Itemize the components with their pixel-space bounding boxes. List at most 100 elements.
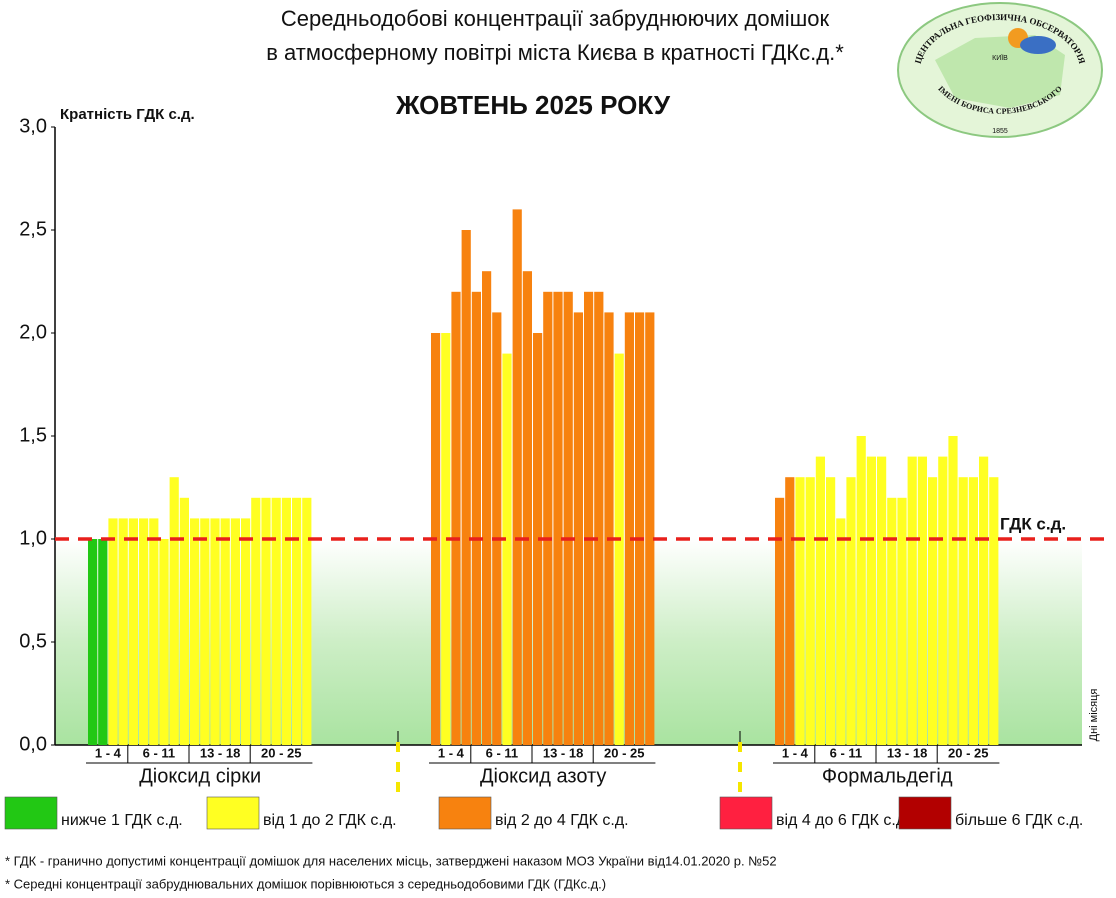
bar (210, 518, 220, 745)
day-group-label: 6 - 11 (830, 745, 863, 760)
bar (271, 497, 281, 745)
y-tick-label: 1,0 (19, 527, 47, 549)
bar (128, 518, 138, 745)
bar (292, 497, 302, 745)
bar (594, 291, 604, 745)
day-group-label: 1 - 4 (438, 745, 465, 760)
bar (887, 497, 897, 745)
legend-swatch (438, 796, 492, 830)
bar (441, 333, 451, 745)
bar (856, 436, 866, 745)
bar (604, 312, 614, 745)
legend-label: від 2 до 4 ГДК с.д. (495, 812, 629, 829)
bar (482, 271, 492, 745)
legend-swatch (4, 796, 58, 830)
bar (200, 518, 210, 745)
bar (979, 456, 989, 745)
y-tick-label: 2,0 (19, 321, 47, 343)
y-tick-label: 2,5 (19, 218, 47, 240)
logo-city: КИЇВ (992, 54, 1008, 62)
bar (553, 291, 563, 745)
day-group-label: 13 - 18 (887, 745, 927, 760)
bar (139, 518, 149, 745)
bar (543, 291, 553, 745)
bar (836, 518, 846, 745)
y-tick-label: 3,0 (19, 115, 47, 137)
series-name: Діоксид сірки (139, 765, 261, 787)
bar (471, 291, 481, 745)
bar (159, 539, 169, 745)
legend-swatch (898, 796, 952, 830)
day-group-label: 1 - 4 (95, 745, 122, 760)
bar (624, 312, 634, 745)
day-group-label: 20 - 25 (261, 745, 301, 760)
day-group-label: 1 - 4 (782, 745, 809, 760)
bar (795, 477, 805, 745)
legend-label: нижче 1 ГДК с.д. (61, 812, 183, 829)
bar (302, 497, 312, 745)
title: в атмосферному повітрі міста Києва в кра… (266, 40, 844, 65)
day-group-label: 6 - 11 (143, 745, 176, 760)
bar (451, 291, 461, 745)
bar (149, 518, 159, 745)
legend-swatch (206, 796, 260, 830)
bar (928, 477, 938, 745)
series-name: Діоксид азоту (480, 765, 606, 787)
x-axis-label: Дні місяця (1088, 689, 1100, 742)
day-group-label: 20 - 25 (948, 745, 988, 760)
bar (826, 477, 836, 745)
y-axis-label: Кратність ГДК с.д. (60, 106, 195, 123)
y-tick-label: 0,5 (19, 630, 47, 652)
bar (968, 477, 978, 745)
bar (169, 477, 179, 745)
footnote: * Середні концентрації забруднювальних д… (5, 876, 606, 891)
bar (98, 539, 108, 745)
day-group-label: 13 - 18 (543, 745, 583, 760)
footnote: * ГДК - гранично допустимі концентрації … (5, 853, 777, 868)
bar (785, 477, 795, 745)
bar (502, 353, 512, 745)
bar (989, 477, 999, 745)
bar (492, 312, 502, 745)
bar (917, 456, 927, 745)
bar (251, 497, 261, 745)
bar (645, 312, 655, 745)
series-name: Формальдегід (822, 765, 953, 787)
bar (241, 518, 251, 745)
logo-year: 1855 (992, 128, 1008, 135)
bar (108, 518, 118, 745)
bar (261, 497, 271, 745)
bar (948, 436, 958, 745)
bar (846, 477, 856, 745)
bar (190, 518, 200, 745)
threshold-label: ГДК с.д. (1000, 514, 1066, 533)
bar (220, 518, 230, 745)
bar (179, 497, 189, 745)
bar (805, 477, 815, 745)
day-group-label: 13 - 18 (200, 745, 240, 760)
logo: ЦЕНТРАЛЬНА ГЕОФІЗИЧНА ОБСЕРВАТОРІЯ КИЇВ … (897, 2, 1103, 138)
bar (897, 497, 907, 745)
bar (281, 497, 291, 745)
y-tick-label: 1,5 (19, 424, 47, 446)
bar (461, 230, 471, 745)
legend-label: від 4 до 6 ГДК с.д. (776, 812, 910, 829)
day-group-label: 6 - 11 (486, 745, 519, 760)
bar (866, 456, 876, 745)
y-tick-label: 0,0 (19, 733, 47, 755)
bar (635, 312, 645, 745)
legend-swatch (719, 796, 773, 830)
bar (522, 271, 532, 745)
logo-cloud (1020, 36, 1056, 54)
title: Середньодобові концентрації забруднюючих… (281, 6, 830, 31)
day-group-label: 20 - 25 (604, 745, 644, 760)
subtitle: ЖОВТЕНЬ 2025 РОКУ (395, 90, 671, 120)
bar (877, 456, 887, 745)
legend-label: більше 6 ГДК с.д. (955, 812, 1083, 829)
bar (958, 477, 968, 745)
bar (230, 518, 240, 745)
legend-label: від 1 до 2 ГДК с.д. (263, 812, 397, 829)
bar (907, 456, 917, 745)
bar (815, 456, 825, 745)
